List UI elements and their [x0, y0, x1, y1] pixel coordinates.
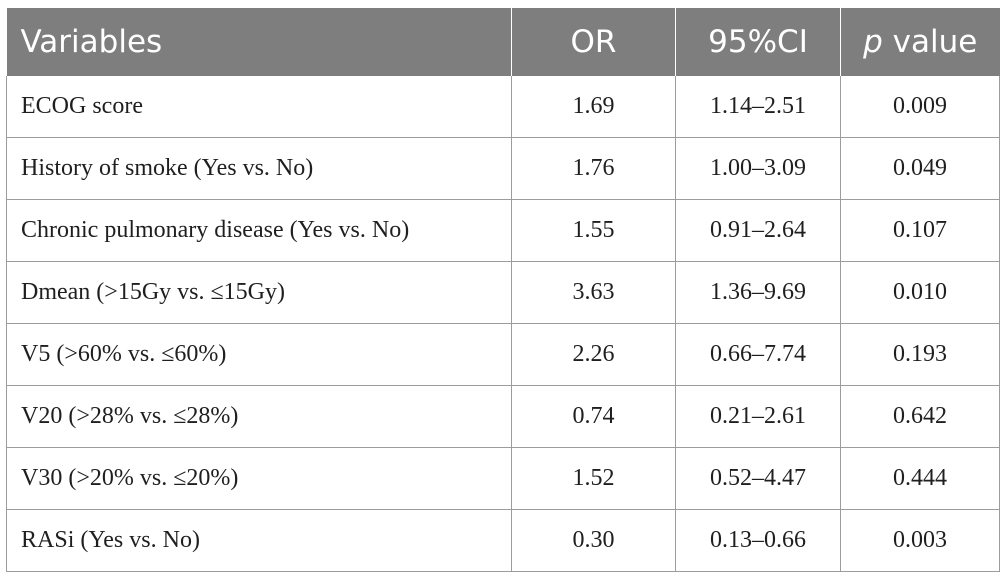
- header-or: OR: [511, 8, 676, 76]
- cell-p: 0.444: [840, 447, 1000, 510]
- cell-or: 1.52: [511, 447, 676, 510]
- cell-p: 0.009: [840, 76, 1000, 138]
- cell-p: 0.049: [840, 137, 1000, 200]
- table-row: V20 (>28% vs. ≤28%) 0.74 0.21–2.61 0.642: [6, 385, 1000, 448]
- cell-p: 0.193: [840, 323, 1000, 386]
- cell-p: 0.107: [840, 199, 1000, 262]
- header-ci: 95%CI: [675, 8, 841, 76]
- cell-or: 1.69: [511, 76, 676, 138]
- cell-variable: Dmean (>15Gy vs. ≤15Gy): [6, 261, 512, 324]
- cell-or: 3.63: [511, 261, 676, 324]
- cell-or: 2.26: [511, 323, 676, 386]
- cell-ci: 0.66–7.74: [675, 323, 841, 386]
- header-p-italic: p: [863, 24, 883, 60]
- cell-variable: History of smoke (Yes vs. No): [6, 137, 512, 200]
- cell-ci: 1.00–3.09: [675, 137, 841, 200]
- cell-ci: 0.52–4.47: [675, 447, 841, 510]
- table-body: ECOG score 1.69 1.14–2.51 0.009 History …: [6, 76, 1000, 572]
- table-row: V5 (>60% vs. ≤60%) 2.26 0.66–7.74 0.193: [6, 323, 1000, 386]
- cell-ci: 1.36–9.69: [675, 261, 841, 324]
- header-p-rest: value: [882, 24, 978, 60]
- cell-or: 1.76: [511, 137, 676, 200]
- table-row: Chronic pulmonary disease (Yes vs. No) 1…: [6, 199, 1000, 262]
- cell-variable: Chronic pulmonary disease (Yes vs. No): [6, 199, 512, 262]
- cell-or: 0.30: [511, 509, 676, 572]
- cell-variable: ECOG score: [6, 76, 512, 138]
- cell-ci: 0.13–0.66: [675, 509, 841, 572]
- cell-variable: V30 (>20% vs. ≤20%): [6, 447, 512, 510]
- table-row: ECOG score 1.69 1.14–2.51 0.009: [6, 76, 1000, 138]
- cell-or: 1.55: [511, 199, 676, 262]
- cell-variable: V5 (>60% vs. ≤60%): [6, 323, 512, 386]
- header-p-value: p value: [840, 8, 1000, 76]
- cell-ci: 1.14–2.51: [675, 76, 841, 138]
- table-row: Dmean (>15Gy vs. ≤15Gy) 3.63 1.36–9.69 0…: [6, 261, 1000, 324]
- cell-variable: RASi (Yes vs. No): [6, 509, 512, 572]
- cell-variable: V20 (>28% vs. ≤28%): [6, 385, 512, 448]
- table-row: RASi (Yes vs. No) 0.30 0.13–0.66 0.003: [6, 509, 1000, 572]
- cell-ci: 0.91–2.64: [675, 199, 841, 262]
- cell-p: 0.003: [840, 509, 1000, 572]
- cell-p: 0.010: [840, 261, 1000, 324]
- table-header: Variables OR 95%CI p value: [6, 8, 1000, 76]
- header-row: Variables OR 95%CI p value: [6, 8, 1000, 76]
- cell-or: 0.74: [511, 385, 676, 448]
- cell-ci: 0.21–2.61: [675, 385, 841, 448]
- table-row: History of smoke (Yes vs. No) 1.76 1.00–…: [6, 137, 1000, 200]
- table-row: V30 (>20% vs. ≤20%) 1.52 0.52–4.47 0.444: [6, 447, 1000, 510]
- cell-p: 0.642: [840, 385, 1000, 448]
- header-variables: Variables: [6, 8, 512, 76]
- odds-ratio-table: Variables OR 95%CI p value ECOG score 1.…: [6, 8, 1000, 572]
